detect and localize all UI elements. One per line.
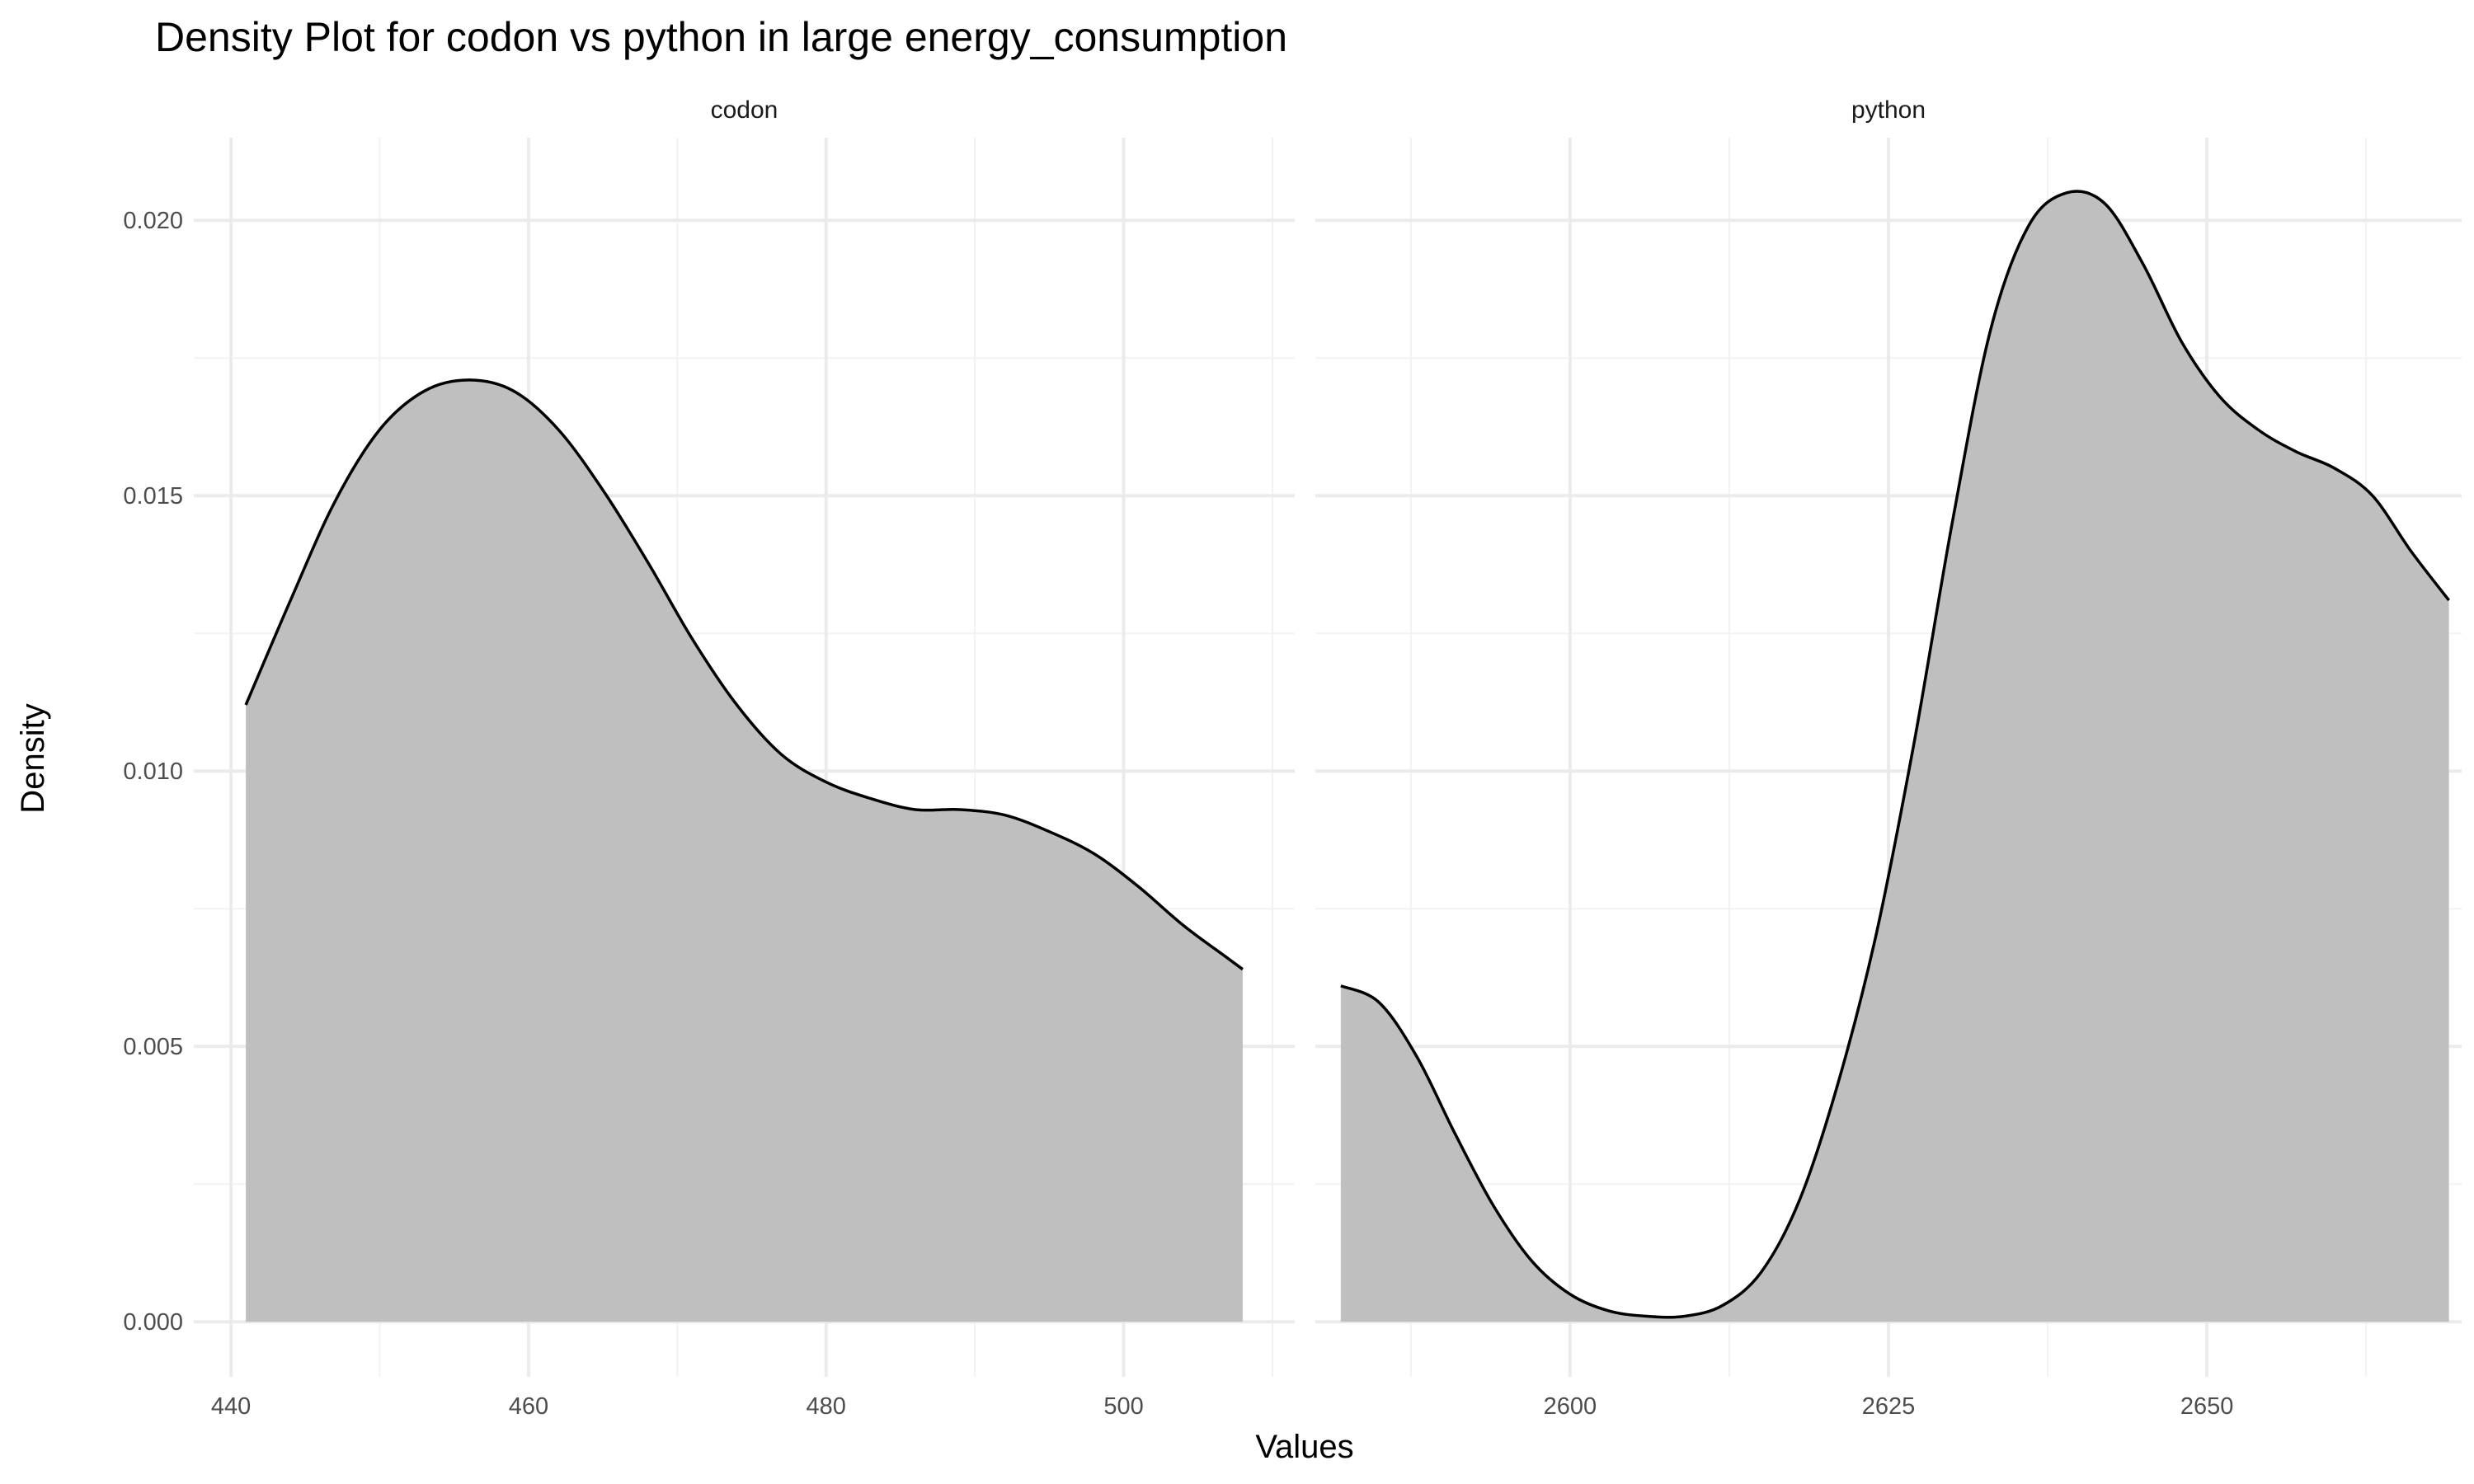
y-tick-label: 0.020	[123, 208, 183, 234]
y-tick-label: 0.000	[123, 1309, 183, 1336]
codon-density-area	[246, 379, 1243, 1322]
y-tick-label: 0.005	[123, 1034, 183, 1060]
x-tick-label: 460	[509, 1393, 548, 1420]
x-tick-label: 500	[1103, 1393, 1143, 1420]
x-tick-label: 440	[211, 1393, 251, 1420]
python-density-area	[1340, 190, 2449, 1322]
x-axis-title: Values	[1255, 1429, 1353, 1465]
panel-python: python 2600 2625 2650	[1315, 96, 2462, 1420]
y-tick-label: 0.015	[123, 483, 183, 510]
x-tick-label: 2625	[1862, 1393, 1916, 1420]
panel-codon: codon 440 460 480 500	[194, 96, 1295, 1420]
strip-label-python: python	[1851, 96, 1926, 124]
x-tick-label: 2650	[2180, 1393, 2234, 1420]
strip-label-codon: codon	[711, 96, 778, 124]
codon-density-line	[244, 378, 1244, 971]
y-axis-title: Density	[15, 703, 51, 813]
x-tick-label: 2600	[1544, 1393, 1597, 1420]
x-tick-label: 480	[807, 1393, 846, 1420]
y-axis-tick-labels: 0.000 0.005 0.010 0.015 0.020	[123, 208, 183, 1336]
python-density-line	[1340, 190, 2450, 1319]
chart-title: Density Plot for codon vs python in larg…	[155, 14, 1287, 60]
y-tick-label: 0.010	[123, 758, 183, 785]
